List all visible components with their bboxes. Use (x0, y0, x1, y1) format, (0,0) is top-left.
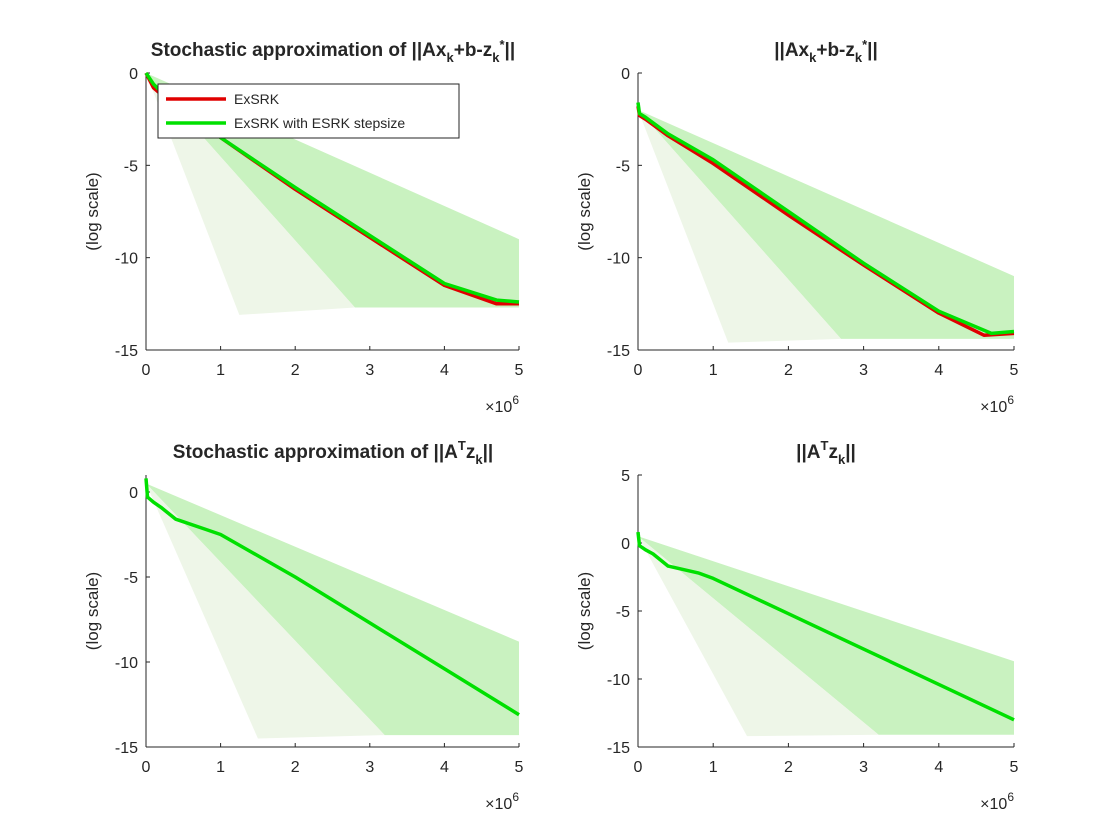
x-tick-label: 0 (634, 362, 643, 379)
y-tick-label: -15 (115, 740, 138, 757)
x-tick-label: 3 (365, 362, 374, 379)
subplot-title: Stochastic approximation of ||ATzk|| (173, 438, 493, 467)
x-tick-label: 5 (1010, 759, 1019, 776)
subplot-title: ||ATzk|| (796, 438, 856, 467)
x-tick-label: 2 (784, 362, 793, 379)
legend-box (157, 83, 460, 139)
x-multiplier: ×106 (980, 393, 1014, 416)
x-tick-label: 3 (859, 759, 868, 776)
x-tick-label: 4 (440, 362, 449, 379)
x-multiplier: ×106 (485, 393, 519, 416)
y-tick-label: -5 (124, 570, 138, 587)
series-line-2 (636, 102, 1015, 336)
x-tick-label: 5 (515, 362, 524, 379)
x-tick-label: 3 (365, 759, 374, 776)
y-axis-label: (log scale) (83, 172, 102, 250)
y-tick-label: -15 (607, 343, 630, 360)
legend-label: ExSRK (234, 91, 280, 107)
y-tick-label: -15 (607, 740, 630, 757)
y-tick-label: -10 (115, 655, 138, 672)
variance-band-1 (638, 109, 1014, 339)
subplot-2: 0 1 2 3 4 5 0 -5 -10 -15 ×106 (log scale) ||Axk+b-zk… (575, 37, 1019, 416)
y-tick-label: 0 (129, 66, 138, 83)
y-axis-label: (log scale) (575, 572, 594, 650)
x-tick-label: 1 (216, 362, 225, 379)
x-tick-label: 2 (291, 759, 300, 776)
x-multiplier: ×106 (485, 790, 519, 813)
x-multiplier: ×106 (980, 790, 1014, 813)
x-tick-label: 0 (142, 362, 151, 379)
x-tick-label: 0 (634, 759, 643, 776)
y-tick-label: -10 (115, 251, 138, 268)
y-tick-label: -5 (616, 158, 630, 175)
variance-band-2 (146, 483, 385, 739)
subplot-title: Stochastic approximation of ||Axk+b-zk*|… (151, 37, 515, 65)
y-tick-label: 0 (129, 485, 138, 502)
y-tick-label: 0 (621, 536, 630, 553)
series-line-1 (636, 531, 1015, 722)
subplot-title: ||Axk+b-zk*|| (774, 37, 878, 65)
x-tick-label: 4 (934, 759, 943, 776)
variance-band-2 (638, 536, 879, 737)
y-axis-label: (log scale) (83, 572, 102, 650)
subplot-4: 0 1 2 3 4 5 5 0 -5 -10 -15 ×106 (log scale) ||ATzk|| (575, 438, 1019, 813)
variance-band-2 (638, 109, 841, 343)
y-tick-label: -5 (124, 158, 138, 175)
y-tick-label: -15 (115, 343, 138, 360)
x-tick-label: 3 (859, 362, 868, 379)
x-tick-label: 2 (291, 362, 300, 379)
series-line-1 (144, 478, 520, 717)
y-axis-label: (log scale) (575, 172, 594, 250)
subplot-3: 0 1 2 3 4 5 0 -5 -10 -15 ×106 (log scale) Stochastic… (83, 438, 524, 813)
legend-label: ExSRK with ESRK stepsize (234, 115, 405, 131)
y-tick-label: -5 (616, 604, 630, 621)
x-tick-label: 1 (216, 759, 225, 776)
y-tick-label: -10 (607, 251, 630, 268)
x-tick-label: 4 (440, 759, 449, 776)
y-tick-label: 5 (621, 468, 630, 485)
y-tick-label: -10 (607, 672, 630, 689)
x-tick-label: 2 (784, 759, 793, 776)
x-tick-label: 4 (934, 362, 943, 379)
x-tick-label: 1 (709, 362, 718, 379)
x-tick-label: 5 (1010, 362, 1019, 379)
x-tick-label: 5 (515, 759, 524, 776)
x-tick-label: 1 (709, 759, 718, 776)
legend: ExSRK ExSRK with ESRK stepsize (157, 83, 460, 139)
x-tick-label: 0 (142, 759, 151, 776)
y-tick-label: 0 (621, 66, 630, 83)
